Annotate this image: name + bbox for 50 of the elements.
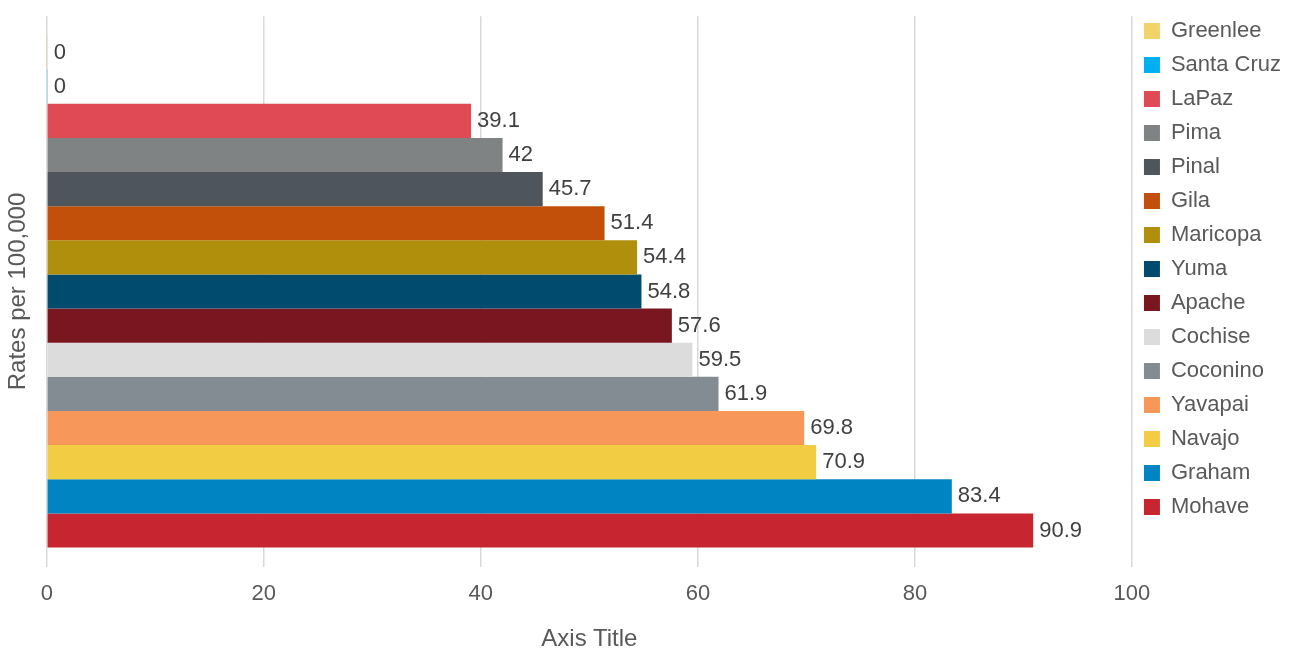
data-label: 69.8 — [810, 414, 854, 440]
data-label: 42 — [508, 141, 534, 167]
bar — [47, 172, 543, 207]
bar — [47, 137, 503, 173]
bar — [47, 240, 638, 275]
bar — [47, 410, 805, 446]
legend-label: Apache — [1170, 289, 1246, 315]
legend-label: Yuma — [1170, 255, 1228, 281]
legend-label: Greenlee — [1170, 17, 1262, 43]
data-label: 57.6 — [677, 311, 721, 337]
legend-label: Gila — [1170, 187, 1211, 213]
bar — [47, 308, 672, 343]
x-tick-label: 40 — [468, 580, 494, 606]
data-label: 39.1 — [477, 106, 520, 132]
x-tick-label: 20 — [251, 580, 277, 606]
data-label: 0 — [53, 38, 67, 64]
bar — [47, 103, 472, 138]
legend-label: Maricopa — [1170, 221, 1263, 247]
legend-label: Cochise — [1170, 323, 1251, 349]
data-label: 90.9 — [1039, 516, 1083, 542]
legend-label: Mohave — [1170, 493, 1250, 519]
bar — [47, 206, 605, 241]
bar — [47, 479, 952, 514]
bar — [47, 274, 642, 309]
data-label: 54.4 — [643, 243, 686, 269]
x-tick-label: 60 — [685, 580, 711, 606]
legend-label: Pinal — [1170, 153, 1220, 179]
legend-label: Yavapai — [1170, 391, 1249, 417]
legend-label: Santa Cruz — [1170, 51, 1282, 77]
legend-label: LaPaz — [1170, 85, 1234, 111]
legend-label: Coconino — [1170, 357, 1264, 383]
data-label: 51.4 — [610, 209, 654, 235]
data-label: 83.4 — [957, 482, 1001, 508]
y-axis-title: Rates per 100,000 — [3, 192, 31, 391]
legend-label: Pima — [1170, 119, 1222, 145]
x-tick-label: 80 — [902, 580, 928, 606]
data-label: 45.7 — [548, 175, 592, 201]
data-label: 59.5 — [698, 345, 742, 371]
x-axis-title: Axis Title — [541, 624, 638, 652]
bar — [47, 513, 1034, 548]
legend-label: Navajo — [1170, 425, 1240, 451]
data-label: 61.9 — [724, 379, 768, 405]
bar — [47, 376, 719, 411]
bar — [47, 445, 817, 480]
data-label: 70.9 — [822, 448, 865, 474]
legend-label: Graham — [1170, 459, 1251, 485]
data-label: 0 — [53, 72, 67, 98]
x-tick-label: 100 — [1113, 580, 1151, 606]
x-tick-label: 0 — [40, 580, 53, 606]
data-label: 54.8 — [647, 277, 691, 303]
